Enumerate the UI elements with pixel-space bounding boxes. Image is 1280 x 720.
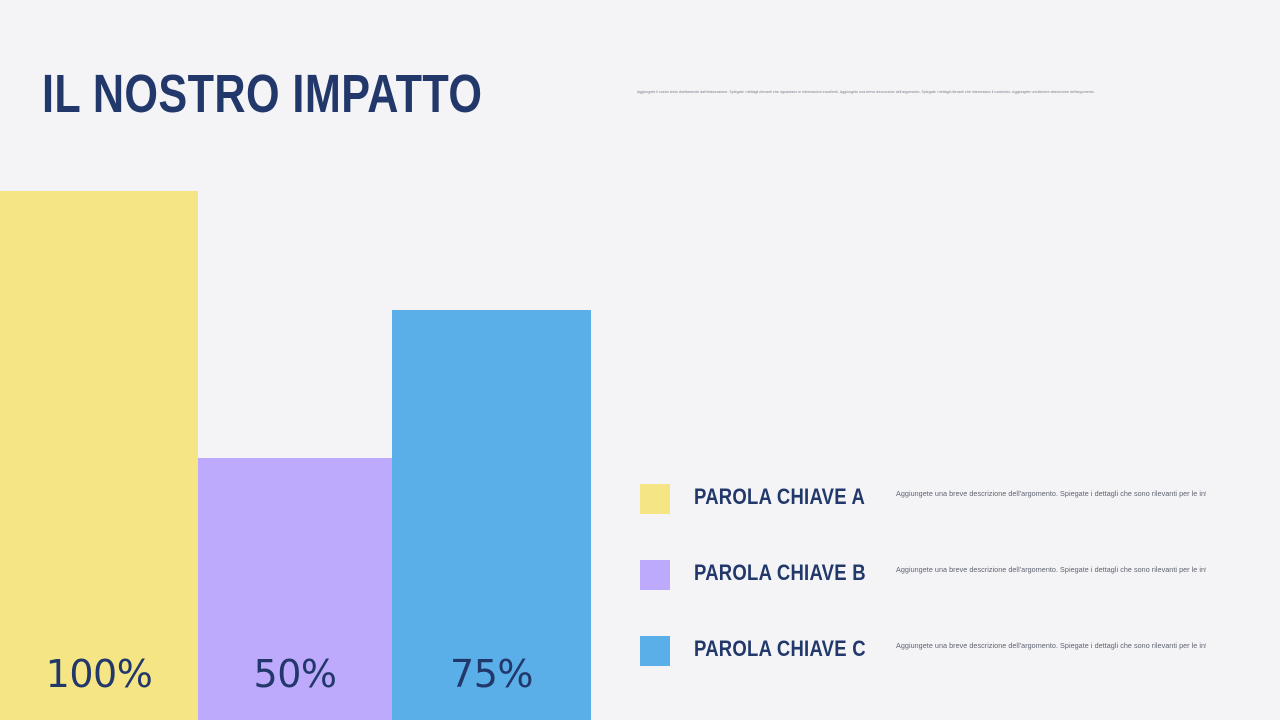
legend-color-swatch-icon — [640, 484, 670, 514]
chart-bar: 50% — [198, 458, 392, 720]
bar-chart: 100% 50% 75% — [0, 190, 592, 720]
chart-bar-value-label: 100% — [45, 652, 153, 696]
chart-legend: PAROLA CHIAVE A Aggiungete una breve desc… — [640, 470, 1240, 698]
chart-bar: 75% — [392, 310, 591, 720]
legend-item-label: PAROLA CHIAVE C — [694, 636, 866, 661]
chart-bar-value-label: 75% — [450, 652, 533, 696]
legend-item-label: PAROLA CHIAVE A — [694, 484, 866, 509]
legend-item-description: Aggiungete una breve descrizione dell'ar… — [896, 565, 1206, 574]
legend-item-description: Aggiungete una breve descrizione dell'ar… — [896, 641, 1206, 650]
chart-bar-value-label: 50% — [253, 652, 337, 696]
page-title: IL NOSTRO IMPATTO — [42, 64, 483, 124]
legend-item-label: PAROLA CHIAVE B — [694, 560, 866, 585]
legend-item[interactable]: PAROLA CHIAVE A Aggiungete una breve desc… — [640, 470, 1240, 546]
chart-bar: 100% — [0, 191, 198, 720]
header-description-text: Aggiungete il vostro testo direttamente … — [637, 90, 1095, 94]
legend-color-swatch-icon — [640, 636, 670, 666]
legend-color-swatch-icon — [640, 560, 670, 590]
legend-item[interactable]: PAROLA CHIAVE C Aggiungete una breve desc… — [640, 622, 1240, 698]
legend-item[interactable]: PAROLA CHIAVE B Aggiungete una breve desc… — [640, 546, 1240, 622]
legend-item-description: Aggiungete una breve descrizione dell'ar… — [896, 489, 1206, 498]
